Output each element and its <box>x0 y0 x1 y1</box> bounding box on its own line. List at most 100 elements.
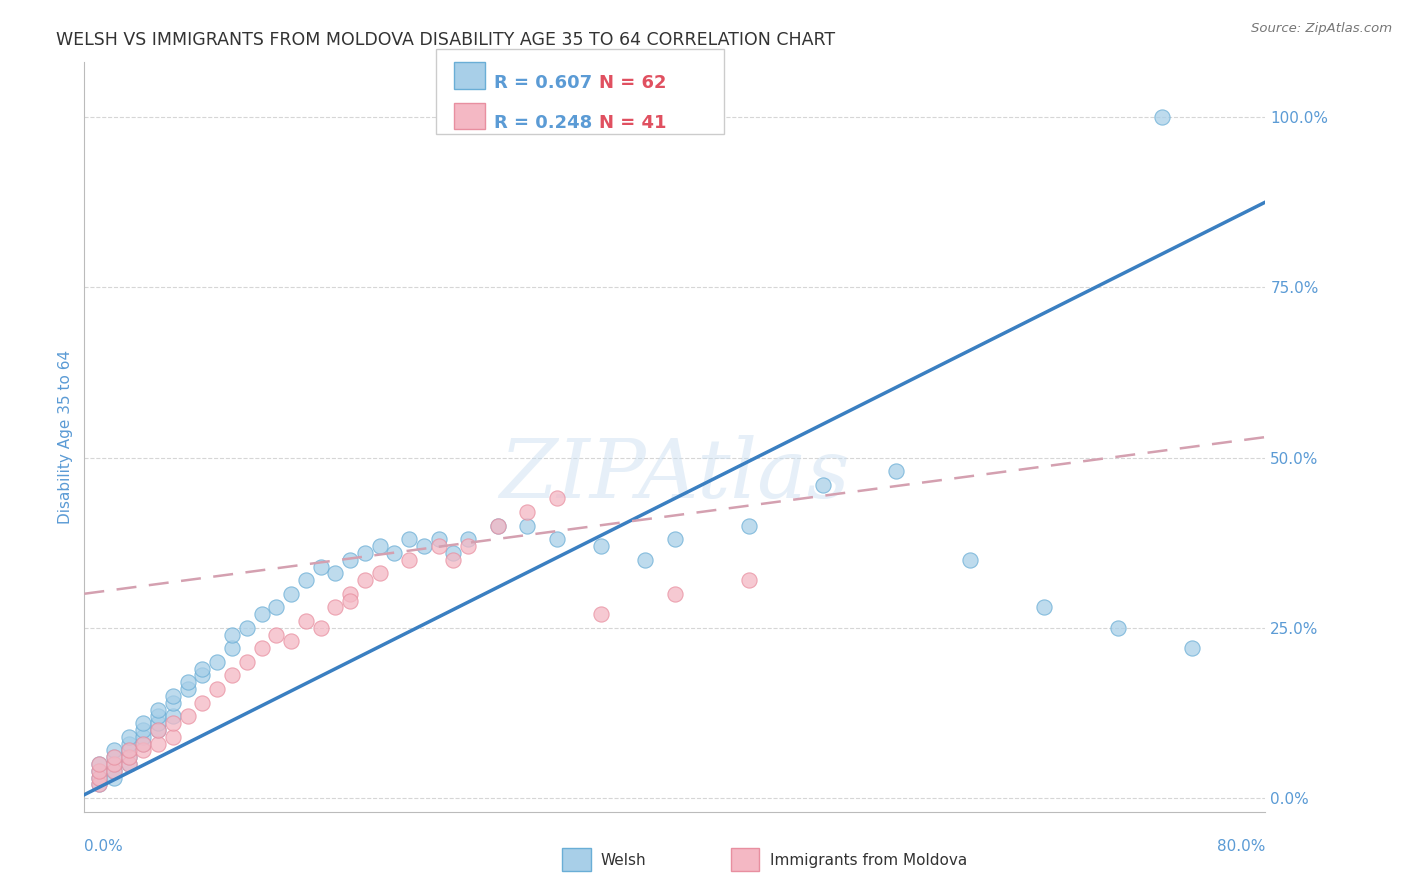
Immigrants from Moldova <box>354 573 377 587</box>
Immigrants from Moldova <box>591 607 613 622</box>
Immigrants from Moldova <box>339 593 361 607</box>
Immigrants from Moldova <box>162 730 184 744</box>
Welsh <box>325 566 347 581</box>
Welsh <box>398 533 420 547</box>
Welsh <box>1181 641 1204 656</box>
Welsh <box>191 662 214 676</box>
Immigrants from Moldova <box>457 539 479 553</box>
Immigrants from Moldova <box>103 757 125 772</box>
Immigrants from Moldova <box>250 641 273 656</box>
Immigrants from Moldova <box>280 634 302 648</box>
Welsh <box>738 518 761 533</box>
Welsh <box>132 723 155 737</box>
Welsh <box>413 539 436 553</box>
Welsh <box>118 737 141 751</box>
Welsh <box>1033 600 1056 615</box>
Welsh <box>177 675 200 690</box>
Immigrants from Moldova <box>221 668 243 682</box>
Welsh <box>236 621 259 635</box>
Welsh <box>516 518 538 533</box>
Immigrants from Moldova <box>339 587 361 601</box>
Welsh <box>148 723 170 737</box>
Immigrants from Moldova <box>236 655 259 669</box>
Welsh <box>634 552 657 566</box>
Welsh <box>1152 110 1174 124</box>
Immigrants from Moldova <box>87 764 111 778</box>
Immigrants from Moldova <box>103 764 125 778</box>
Welsh <box>103 771 125 785</box>
Immigrants from Moldova <box>162 716 184 731</box>
Welsh <box>486 518 509 533</box>
Text: R = 0.607: R = 0.607 <box>494 74 592 92</box>
Welsh <box>87 777 111 791</box>
Text: N = 41: N = 41 <box>599 114 666 132</box>
Immigrants from Moldova <box>87 757 111 772</box>
Text: ZIPAtlas: ZIPAtlas <box>499 434 851 515</box>
Welsh <box>103 757 125 772</box>
Welsh <box>103 743 125 757</box>
Text: WELSH VS IMMIGRANTS FROM MOLDOVA DISABILITY AGE 35 TO 64 CORRELATION CHART: WELSH VS IMMIGRANTS FROM MOLDOVA DISABIL… <box>56 31 835 49</box>
Welsh <box>148 716 170 731</box>
Welsh <box>118 730 141 744</box>
Immigrants from Moldova <box>118 750 141 764</box>
Welsh <box>295 573 318 587</box>
Text: Source: ZipAtlas.com: Source: ZipAtlas.com <box>1251 22 1392 36</box>
Y-axis label: Disability Age 35 to 64: Disability Age 35 to 64 <box>58 350 73 524</box>
Immigrants from Moldova <box>87 771 111 785</box>
Welsh <box>457 533 479 547</box>
Immigrants from Moldova <box>546 491 568 506</box>
Welsh <box>427 533 450 547</box>
Immigrants from Moldova <box>207 682 229 697</box>
Welsh <box>162 689 184 703</box>
Welsh <box>87 764 111 778</box>
Welsh <box>132 737 155 751</box>
Welsh <box>132 716 155 731</box>
Immigrants from Moldova <box>325 600 347 615</box>
Welsh <box>87 757 111 772</box>
Immigrants from Moldova <box>103 750 125 764</box>
Welsh <box>207 655 229 669</box>
Welsh <box>664 533 686 547</box>
Welsh <box>132 730 155 744</box>
Immigrants from Moldova <box>738 573 761 587</box>
Immigrants from Moldova <box>295 614 318 628</box>
Immigrants from Moldova <box>266 627 288 641</box>
Welsh <box>886 464 908 478</box>
Text: Immigrants from Moldova: Immigrants from Moldova <box>770 854 967 868</box>
Text: 0.0%: 0.0% <box>84 839 124 854</box>
Welsh <box>221 627 243 641</box>
Welsh <box>118 750 141 764</box>
Welsh <box>1107 621 1129 635</box>
Welsh <box>280 587 302 601</box>
Welsh <box>546 533 568 547</box>
Immigrants from Moldova <box>132 737 155 751</box>
Welsh <box>191 668 214 682</box>
Text: N = 62: N = 62 <box>599 74 666 92</box>
Immigrants from Moldova <box>118 757 141 772</box>
Welsh <box>443 546 465 560</box>
Welsh <box>103 764 125 778</box>
Text: Welsh: Welsh <box>600 854 645 868</box>
Welsh <box>162 696 184 710</box>
Welsh <box>591 539 613 553</box>
Welsh <box>959 552 981 566</box>
Welsh <box>250 607 273 622</box>
Immigrants from Moldova <box>664 587 686 601</box>
Welsh <box>811 477 834 491</box>
Welsh <box>339 552 361 566</box>
Welsh <box>148 709 170 723</box>
Welsh <box>221 641 243 656</box>
Immigrants from Moldova <box>118 743 141 757</box>
Immigrants from Moldova <box>191 696 214 710</box>
Immigrants from Moldova <box>87 777 111 791</box>
Text: R = 0.248: R = 0.248 <box>494 114 592 132</box>
Welsh <box>148 702 170 716</box>
Welsh <box>87 771 111 785</box>
Text: 80.0%: 80.0% <box>1218 839 1265 854</box>
Welsh <box>118 757 141 772</box>
Welsh <box>266 600 288 615</box>
Immigrants from Moldova <box>309 621 332 635</box>
Immigrants from Moldova <box>148 723 170 737</box>
Welsh <box>118 743 141 757</box>
Welsh <box>309 559 332 574</box>
